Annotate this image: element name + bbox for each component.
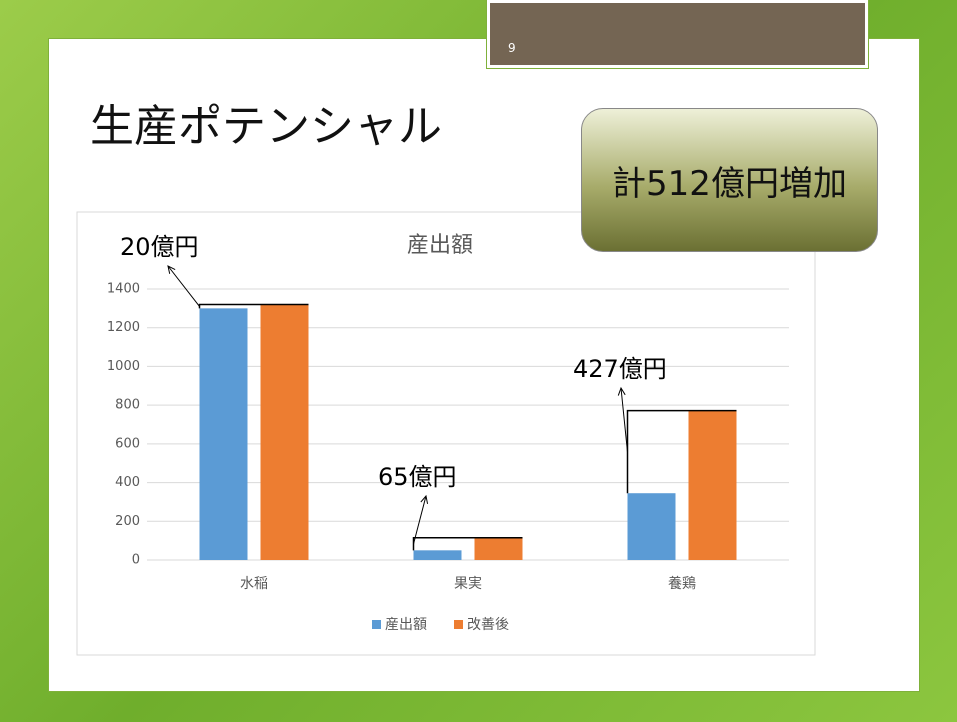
- y-tick-label: 1000: [107, 359, 140, 374]
- bar: [474, 537, 523, 560]
- bar: [413, 550, 462, 560]
- chart-title: 産出額: [407, 233, 473, 258]
- bar: [260, 304, 309, 560]
- page-number-box: 9: [486, 0, 869, 69]
- x-tick-label: 水稲: [240, 576, 268, 592]
- callout: 計512億円増加: [581, 108, 878, 252]
- arrow-head: [617, 386, 626, 396]
- annotation: 20億円: [120, 233, 199, 261]
- y-tick-label: 1400: [107, 282, 140, 297]
- bar: [627, 493, 676, 560]
- legend-swatch: [372, 620, 381, 629]
- y-tick-label: 200: [115, 514, 140, 529]
- legend-label: 改善後: [467, 617, 509, 633]
- x-tick-label: 果実: [454, 576, 482, 592]
- x-tick-label: 養鶏: [668, 575, 696, 592]
- annotation: 427億円: [573, 355, 667, 383]
- legend-label: 産出額: [385, 617, 427, 633]
- page-number: 9: [508, 41, 516, 55]
- arrow-head: [420, 494, 429, 504]
- bar: [688, 410, 737, 560]
- y-tick-label: 600: [115, 436, 140, 451]
- y-tick-label: 1200: [107, 320, 140, 335]
- annotation-arrow: [167, 265, 200, 307]
- y-tick-label: 0: [132, 553, 140, 568]
- legend-swatch: [454, 620, 463, 629]
- annotation-arrow: [620, 387, 628, 452]
- annotation-arrow: [413, 495, 427, 545]
- bar: [199, 308, 248, 560]
- y-tick-label: 400: [115, 475, 140, 490]
- slide-title: 生産ポテンシャル: [90, 101, 442, 152]
- difference-bracket: [412, 536, 523, 551]
- y-tick-label: 800: [115, 398, 140, 413]
- arrow-head: [167, 265, 176, 274]
- difference-bracket: [626, 409, 737, 494]
- annotation: 65億円: [378, 463, 457, 491]
- difference-bracket: [198, 303, 309, 309]
